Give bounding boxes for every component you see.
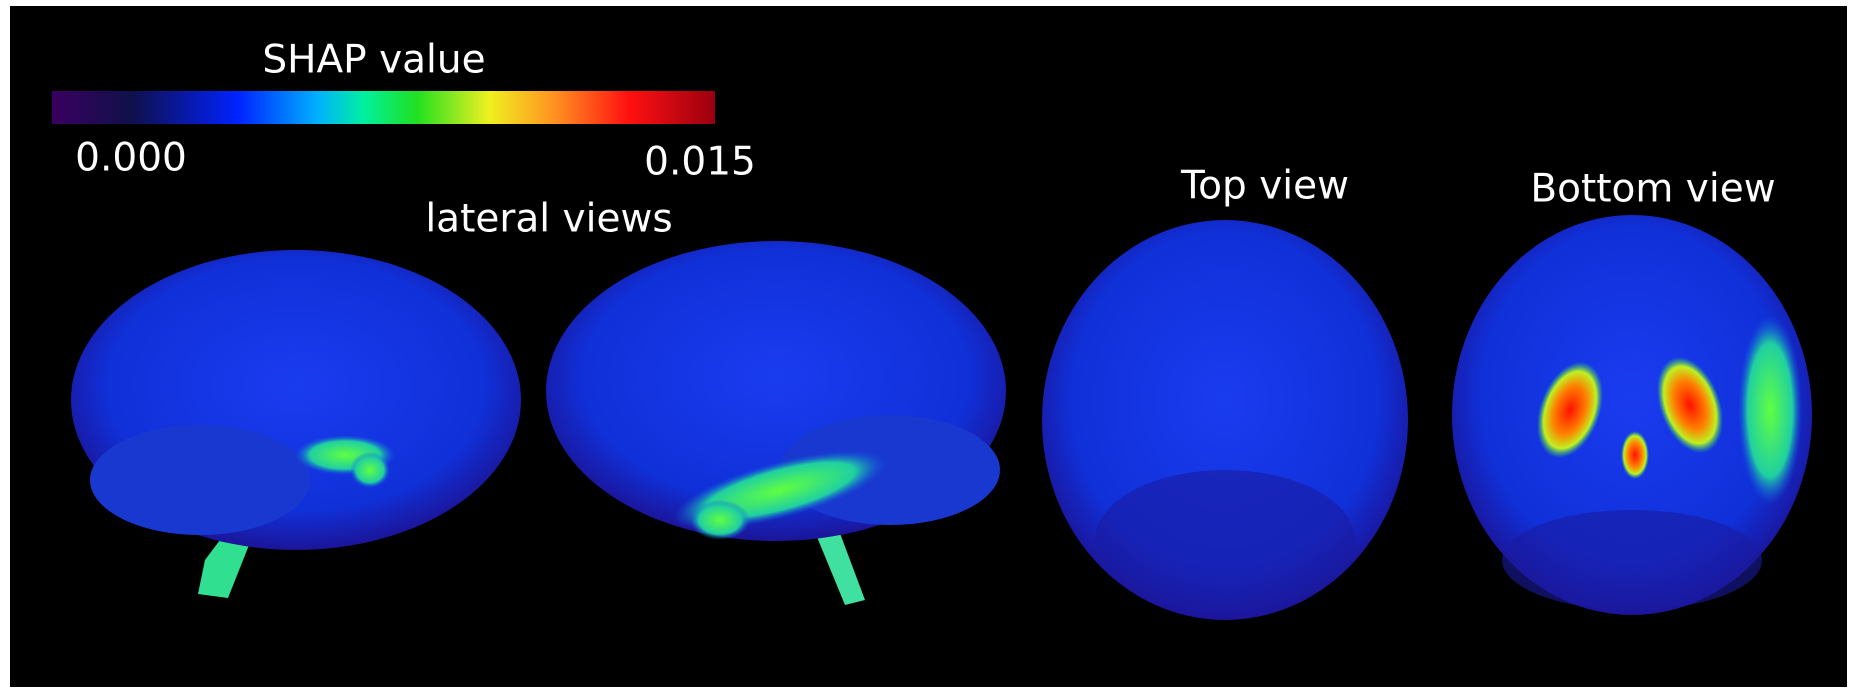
colorbar-min-label: 0.000 <box>75 136 187 181</box>
bottom-view-brain <box>1452 215 1812 615</box>
colorbar-title: SHAP value <box>262 38 485 83</box>
lateral-brain-right <box>546 241 1006 605</box>
top-view-brain <box>1042 220 1408 620</box>
colorbar-max-label: 0.015 <box>644 140 756 185</box>
view-label: lateral views <box>425 197 672 242</box>
lateral-brain-left <box>71 250 521 598</box>
view-label: Bottom view <box>1530 167 1775 212</box>
colorbar <box>52 91 715 124</box>
view-label: Top view <box>1180 164 1349 209</box>
